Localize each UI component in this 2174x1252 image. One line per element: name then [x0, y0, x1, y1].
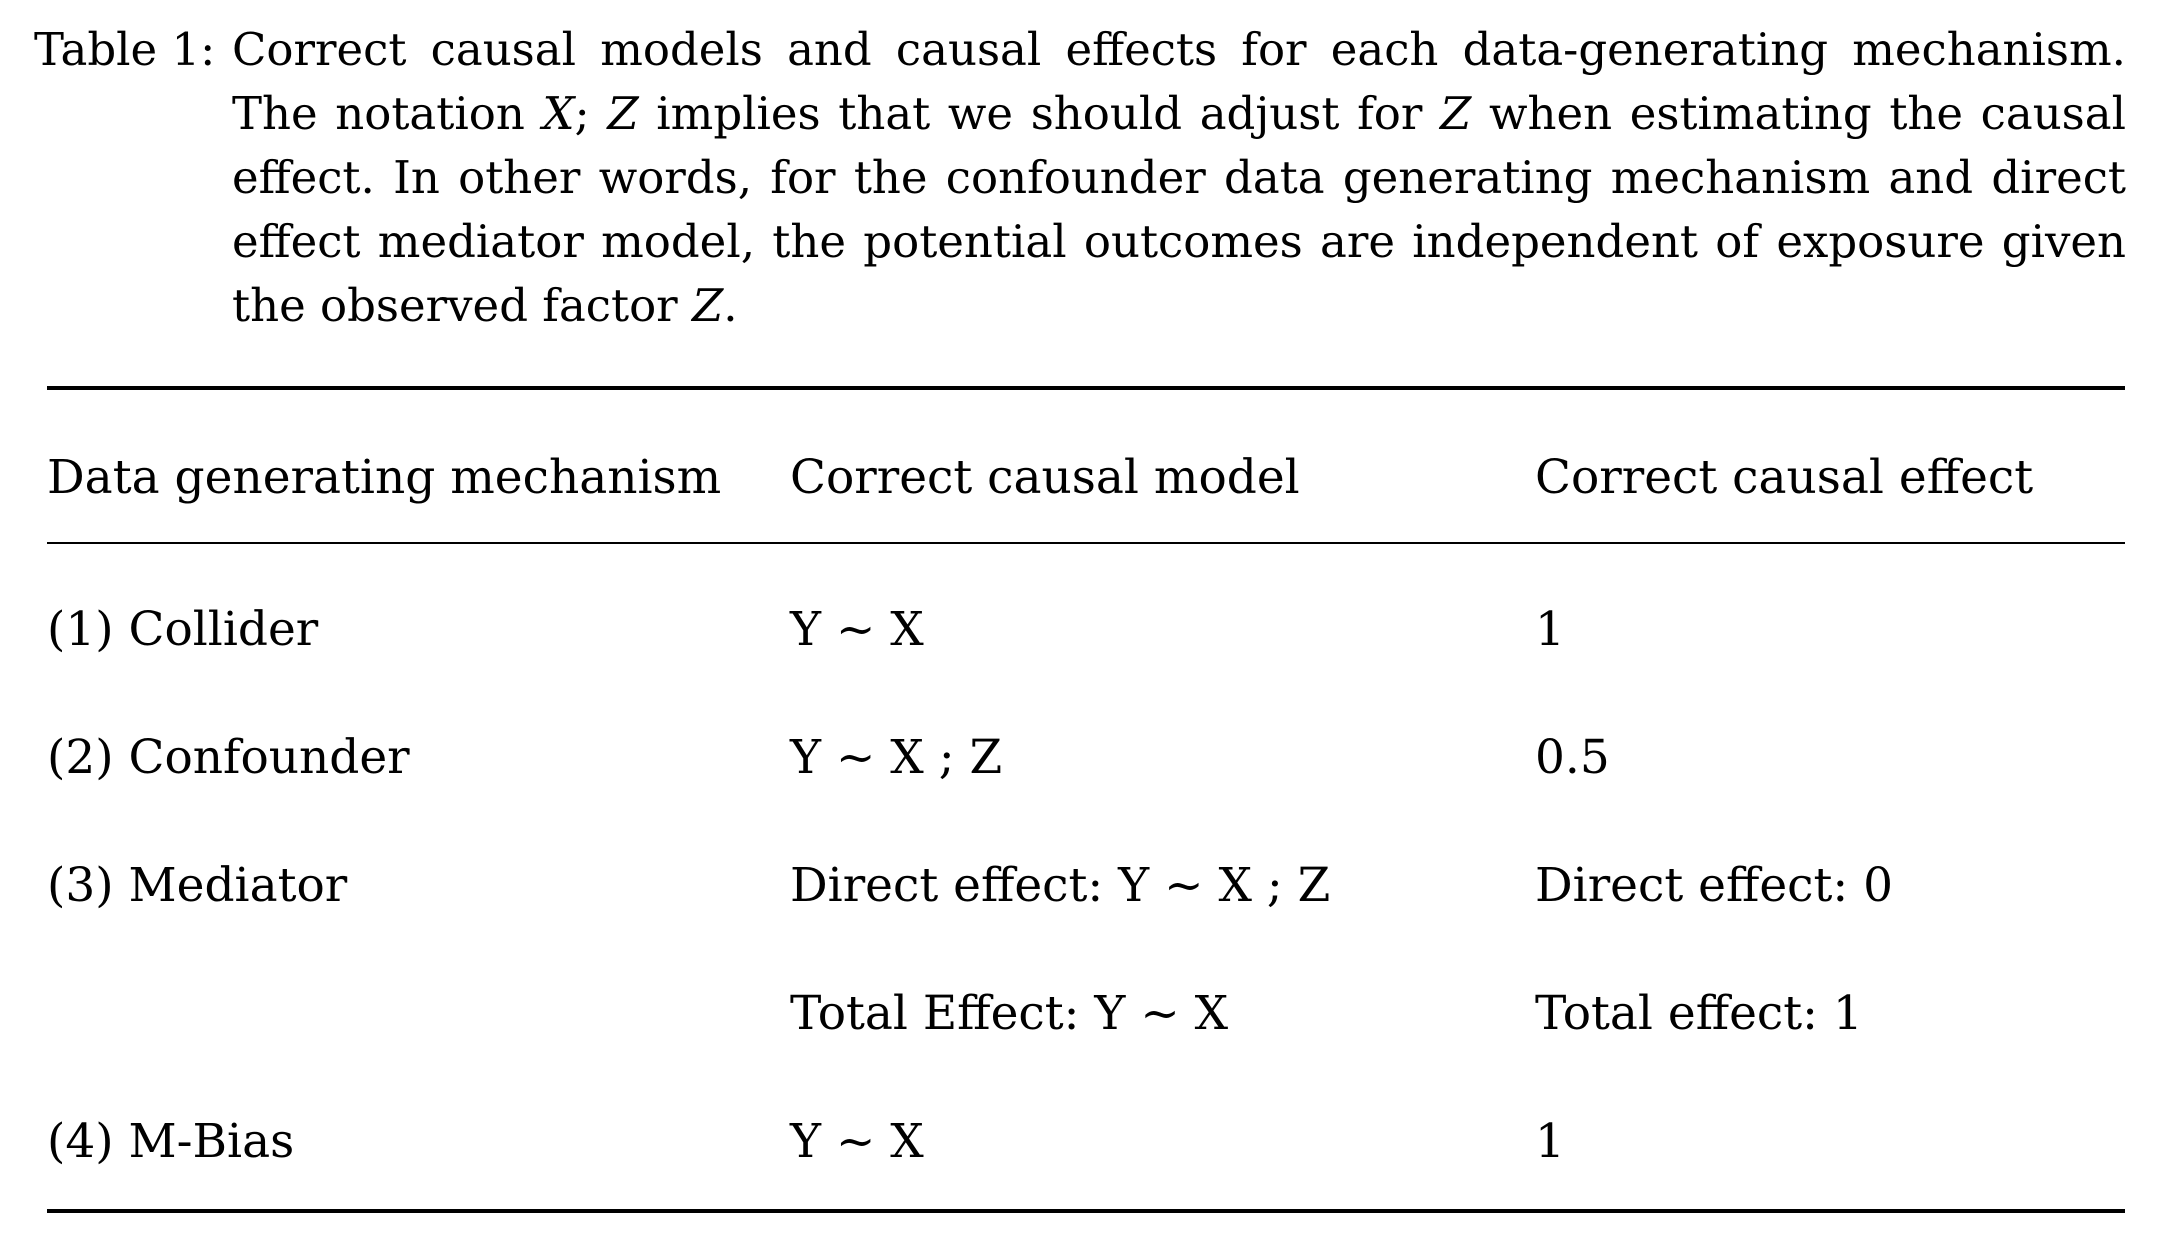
caption-text-part: . [723, 279, 738, 332]
row-mediator-total-model: Total Effect: Y ~ X [790, 986, 1229, 1041]
header-mechanism: Data generating mechanism [47, 450, 722, 505]
row-mbias-model: Y ~ X [790, 1114, 924, 1169]
caption-text: Correct causal models and causal effects… [232, 18, 2134, 338]
caption-text-part: ; [574, 87, 608, 140]
row-confounder-model: Y ~ X ; Z [790, 730, 1003, 785]
header-model: Correct causal model [790, 450, 1300, 505]
row-collider-effect: 1 [1535, 602, 1565, 657]
row-mbias-mechanism: (4) M-Bias [47, 1114, 295, 1169]
caption-math-z: Z [607, 87, 639, 140]
row-mediator-direct-effect: Direct effect: 0 [1535, 858, 1894, 913]
row-collider-mechanism: (1) Collider [47, 602, 319, 657]
row-mbias-effect: 1 [1535, 1114, 1565, 1169]
caption-text-part: Correct causal models and causal effects… [232, 23, 2126, 140]
caption-math-z: Z [1440, 87, 1472, 140]
caption-math-z: Z [691, 279, 724, 332]
row-mediator-mechanism: (3) Mediator [47, 858, 348, 913]
header-effect: Correct causal effect [1535, 450, 2034, 505]
row-collider-model: Y ~ X [790, 602, 924, 657]
caption-label: Table 1: [34, 23, 216, 76]
row-mediator-total-effect: Total effect: 1 [1535, 986, 1863, 1041]
table-top-rule [47, 386, 2125, 390]
caption-text-part: when estimating the causal effect. In ot… [232, 87, 2126, 332]
row-confounder-effect: 0.5 [1535, 730, 1610, 785]
table-header-rule [47, 542, 2125, 544]
caption-text-part: implies that we should adjust for [638, 87, 1441, 140]
row-mediator-direct-model: Direct effect: Y ~ X ; Z [790, 858, 1331, 913]
table-bottom-rule [47, 1209, 2125, 1213]
caption-math-x: X [542, 87, 575, 140]
table-caption: Table 1: Correct causal models and causa… [34, 18, 2134, 338]
row-confounder-mechanism: (2) Confounder [47, 730, 410, 785]
